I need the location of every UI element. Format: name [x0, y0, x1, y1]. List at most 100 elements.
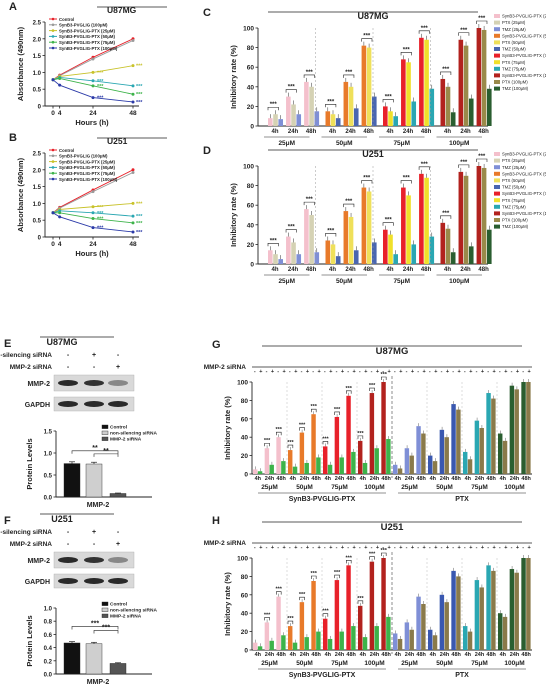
legend-label: non-silencing siRNA	[110, 607, 157, 613]
sign-label: -	[394, 369, 396, 375]
group-label: 25μM	[278, 278, 295, 285]
panel-letter: D	[203, 145, 211, 157]
sign-label: -	[336, 545, 338, 551]
legend-swatch	[494, 198, 500, 203]
bar	[445, 228, 451, 264]
y-tick-label: 60	[247, 203, 255, 210]
x-tick-label: 48h	[416, 476, 426, 482]
significance-label: ***	[327, 99, 335, 105]
blot-band	[84, 401, 104, 407]
bar	[491, 570, 496, 650]
bar	[509, 569, 515, 650]
bar	[424, 39, 429, 127]
bar	[467, 459, 473, 474]
legend-swatch	[494, 185, 500, 189]
significance-label: **	[103, 448, 109, 455]
significance-label: ***	[385, 94, 393, 100]
x-tick-label: 24h	[440, 652, 450, 658]
sign-label: -	[301, 369, 303, 375]
legend-label: SynB3-PVGLIG-PTX (50μM)	[59, 165, 115, 170]
x-tick-label: 48h	[451, 476, 461, 482]
legend-label: PTX (25μM)	[502, 20, 526, 25]
panel-letter: C	[203, 7, 211, 19]
sign-label: -	[371, 369, 373, 375]
significance-label: ***	[311, 404, 318, 410]
x-tick-label: 48h	[486, 652, 496, 658]
bar	[467, 631, 473, 650]
x-tick-label: 24h	[288, 267, 299, 273]
bar	[325, 111, 331, 126]
bar	[278, 259, 283, 264]
sign-label: -	[487, 369, 489, 375]
bar	[334, 580, 340, 650]
bar	[421, 604, 426, 650]
bar	[296, 254, 302, 264]
significance-bracket	[346, 560, 352, 564]
significance-label: ***	[369, 383, 376, 389]
bar	[416, 426, 421, 474]
legend-swatch	[494, 53, 500, 58]
significance-label: ***	[442, 211, 450, 217]
legend-label: SynB3-PVGLIG-PTX (25μM)	[502, 152, 546, 157]
legend-swatch	[101, 436, 109, 441]
x-tick-label: 4h	[360, 476, 367, 482]
series-line	[52, 76, 134, 87]
sign-label: +	[318, 545, 321, 551]
y-tick-label: 20	[247, 242, 255, 249]
sign-label: +	[329, 545, 332, 551]
y-tick-label: 1.0	[44, 607, 53, 613]
legend-label: PTX (50μM)	[502, 40, 526, 45]
bar	[404, 448, 410, 474]
sign-label: -	[336, 369, 338, 375]
y-tick-label: 1.5	[33, 54, 42, 60]
legend-swatch	[494, 47, 500, 51]
bar	[476, 28, 482, 126]
x-axis-label: Hours (h)	[75, 118, 109, 127]
y-tick-label: 0.2	[44, 659, 53, 665]
data-point	[58, 83, 62, 87]
bar	[476, 166, 482, 264]
group-label: 25μM	[401, 484, 418, 491]
y-axis-label: Inhibitory rate (%)	[229, 183, 238, 247]
significance-label: ***	[322, 436, 329, 442]
legend-swatch	[494, 60, 500, 65]
sign-label: +	[469, 545, 472, 551]
bar	[323, 446, 328, 474]
significance-label: ***	[345, 70, 353, 76]
legend-label: SynB3-PVGLIG-PTX (50μM)	[59, 34, 115, 39]
data-point	[91, 70, 95, 74]
sign-label: +	[388, 369, 391, 375]
bar	[383, 229, 388, 264]
x-tick-label: 48h	[416, 652, 426, 658]
significance-bracket	[299, 596, 305, 601]
sign-label: +	[294, 369, 297, 375]
sign-label: +	[458, 545, 461, 551]
bar	[429, 88, 435, 126]
bar	[281, 635, 286, 650]
x-tick-label: 48h	[346, 476, 356, 482]
legend-label: SynB3-PVGLIG-PTX (50μM)	[502, 33, 546, 38]
significance-label: ***	[136, 230, 143, 236]
sign-label: +	[271, 545, 274, 551]
bar	[491, 398, 496, 474]
significance-label: ***	[288, 225, 296, 231]
bar	[334, 416, 340, 474]
y-tick-label: 0.5	[44, 474, 53, 480]
significance-bracket	[287, 444, 294, 449]
bar	[253, 469, 258, 474]
significance-label: ***	[136, 100, 143, 106]
significance-label: ***	[97, 211, 104, 217]
bar	[474, 420, 480, 474]
bar	[479, 428, 484, 474]
blot-band	[58, 557, 78, 563]
sign-label: -	[359, 545, 361, 551]
group-label: 50μM	[336, 140, 353, 147]
sign-label: -	[429, 545, 431, 551]
y-tick-label: 2.0	[33, 37, 42, 43]
blot-label: MMP-2	[27, 558, 50, 565]
legend-swatch	[101, 607, 109, 612]
data-point	[58, 211, 62, 215]
x-tick-label: 48h	[306, 267, 317, 273]
bar	[348, 216, 354, 264]
significance-label: ***	[102, 624, 110, 631]
